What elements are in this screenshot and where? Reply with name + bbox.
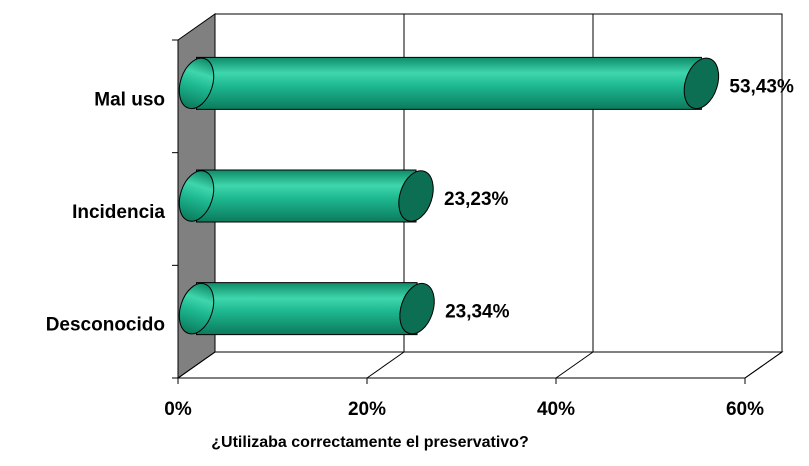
floor-grid-line [744,351,783,379]
value-label: 53,43% [729,76,794,97]
y-tick-label: Incidencia [72,202,165,223]
value-label: 23,34% [445,302,510,323]
x-tick-label: 20% [348,399,386,420]
bar-body [196,169,417,223]
floor [176,351,784,379]
floor-grid-line [366,351,405,379]
y-tick-label: Mal uso [94,89,165,110]
bar-body [196,56,702,110]
x-axis-label: ¿Utilizaba correctamente el preservativo… [211,434,528,451]
bar-end-cap [398,170,434,222]
value-label: 23,23% [444,189,509,210]
x-tick-label: 40% [537,399,575,420]
bar [178,56,720,110]
floor-grid-line [177,351,216,379]
bar-start-cap [178,170,215,222]
y-tick-label: Desconocido [46,315,165,336]
bar-end-cap [683,57,720,110]
x-tick-label: 0% [164,399,192,420]
bar-start-cap [178,282,215,335]
bar [178,282,435,336]
bar-end-cap [399,282,435,335]
bar [178,169,434,223]
bar-body [196,282,418,336]
floor-grid-line [555,351,594,379]
x-tick-label: 60% [726,399,764,420]
bar-start-cap [178,57,215,110]
